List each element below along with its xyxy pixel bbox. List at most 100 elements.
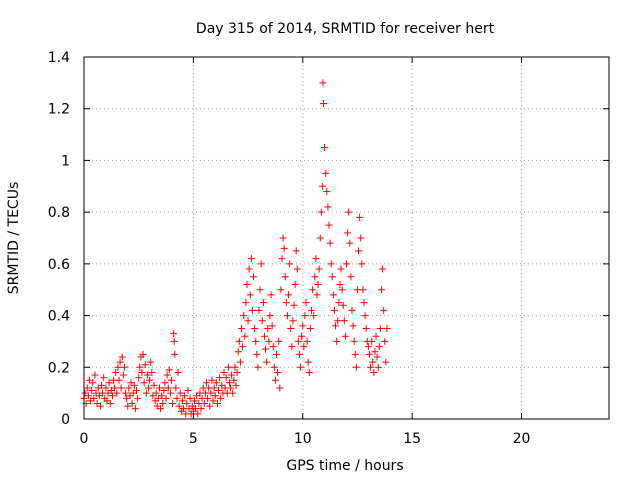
- data-point: [229, 389, 237, 397]
- data-point: [166, 389, 174, 397]
- data-point: [215, 387, 223, 395]
- data-point: [211, 392, 219, 400]
- data-point: [234, 348, 242, 356]
- data-point: [370, 368, 378, 376]
- data-point: [318, 182, 326, 190]
- data-point: [168, 376, 175, 384]
- plot-frame: [83, 56, 610, 420]
- data-point: [145, 384, 153, 392]
- data-point: [324, 203, 332, 211]
- data-point: [169, 399, 177, 407]
- data-point: [373, 353, 381, 361]
- data-point: [227, 384, 235, 392]
- data-point: [106, 399, 114, 407]
- data-point: [262, 345, 270, 353]
- data-point: [161, 379, 169, 387]
- data-point: [212, 379, 220, 387]
- data-point: [348, 306, 356, 314]
- data-point: [186, 394, 194, 402]
- data-point: [330, 306, 338, 314]
- data-point: [240, 312, 248, 320]
- data-point: [244, 317, 252, 325]
- data-point: [328, 273, 336, 281]
- data-point: [369, 358, 377, 366]
- data-point: [232, 381, 240, 389]
- data-point: [268, 322, 276, 330]
- data-point: [263, 358, 271, 366]
- data-point: [139, 350, 147, 358]
- data-point: [290, 301, 298, 309]
- data-point: [108, 392, 116, 400]
- data-point: [184, 387, 192, 395]
- data-point: [364, 343, 372, 351]
- data-point: [375, 343, 383, 351]
- data-point: [118, 353, 126, 361]
- data-point: [208, 376, 216, 384]
- data-point: [336, 281, 344, 289]
- data-point: [150, 381, 158, 389]
- data-point: [288, 343, 296, 351]
- data-point: [338, 286, 346, 294]
- data-point: [380, 306, 388, 314]
- data-point: [281, 273, 289, 281]
- data-point: [258, 317, 266, 325]
- data-point: [325, 221, 333, 229]
- data-point: [265, 337, 273, 345]
- y-tick-label: 1.4: [48, 50, 70, 66]
- data-point: [260, 332, 268, 340]
- data-point: [173, 394, 181, 402]
- data-point: [213, 399, 221, 407]
- data-point: [312, 255, 320, 263]
- data-point: [379, 265, 387, 273]
- data-point: [203, 379, 210, 387]
- data-point: [344, 229, 352, 237]
- data-point: [378, 286, 385, 294]
- data-point: [315, 265, 323, 273]
- data-point: [329, 291, 337, 299]
- data-point: [158, 392, 166, 400]
- data-point: [134, 394, 142, 402]
- data-point: [91, 371, 99, 379]
- data-point: [220, 368, 228, 376]
- x-tick-label: 5: [189, 431, 198, 447]
- data-point: [371, 348, 379, 356]
- data-point: [285, 291, 293, 299]
- data-point: [176, 389, 184, 397]
- x-tick-label: 0: [80, 431, 89, 447]
- data-point: [345, 208, 353, 216]
- data-point: [304, 358, 312, 366]
- data-point: [159, 399, 167, 407]
- data-point: [365, 350, 373, 358]
- data-point: [300, 343, 308, 351]
- data-point: [372, 332, 380, 340]
- data-point: [98, 381, 105, 389]
- data-point: [147, 358, 155, 366]
- data-point: [335, 299, 343, 307]
- data-point: [235, 337, 243, 345]
- data-point: [190, 397, 198, 405]
- axis-ticks: [83, 56, 609, 420]
- data-point: [116, 358, 124, 366]
- data-point: [206, 402, 214, 410]
- grid-lines: [84, 57, 609, 419]
- data-point: [349, 322, 357, 330]
- data-point: [309, 286, 317, 294]
- data-point: [257, 260, 265, 268]
- data-point: [84, 392, 92, 400]
- data-point: [89, 379, 97, 387]
- data-point: [135, 374, 143, 382]
- data-point: [163, 371, 171, 379]
- data-point: [362, 325, 370, 332]
- data-point: [217, 394, 225, 402]
- data-point: [337, 265, 345, 273]
- data-point: [350, 337, 358, 345]
- data-point: [360, 299, 368, 307]
- y-tick-label: 0.8: [48, 205, 70, 221]
- data-point: [341, 332, 349, 340]
- data-point: [264, 325, 272, 332]
- data-point: [339, 301, 347, 309]
- data-point: [140, 379, 148, 387]
- data-point: [256, 286, 264, 294]
- data-point: [142, 389, 150, 397]
- data-point: [382, 358, 390, 366]
